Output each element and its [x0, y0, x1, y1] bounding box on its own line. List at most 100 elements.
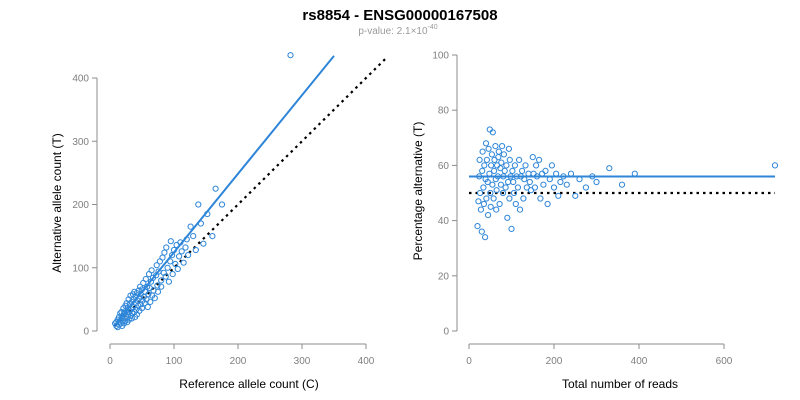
data-point [480, 184, 487, 191]
data-point [162, 273, 169, 280]
data-point [503, 162, 510, 169]
data-point [521, 176, 528, 183]
data-point [165, 278, 172, 285]
data-point [516, 156, 523, 163]
figure-title: rs8854 - ENSG00000167508 [302, 7, 497, 24]
data-point [499, 143, 506, 150]
scatter-panel-percentage: 0 200 400 600 0 20 40 60 80 100 Total number of … [411, 51, 779, 391]
data-point [582, 184, 590, 191]
data-point [481, 162, 488, 169]
data-point [508, 225, 515, 232]
data-point [158, 283, 165, 290]
pvalue-subtitle: p-value: 2.1×10-40 [358, 24, 437, 37]
data-point [180, 259, 187, 266]
data-point [167, 238, 174, 245]
x-axis-label-counts: Reference allele count (C) [179, 377, 318, 391]
data-point [506, 195, 513, 202]
data-point [510, 189, 518, 197]
data-point [511, 162, 519, 169]
data-point [537, 195, 544, 202]
y-tick-label: 100 [72, 263, 89, 274]
x-tick-label: 400 [631, 356, 648, 367]
data-point [542, 167, 549, 174]
data-point [567, 170, 575, 177]
data-point [145, 291, 152, 298]
y-tick-label: 0 [443, 327, 449, 338]
data-point [153, 262, 160, 269]
data-point [477, 189, 484, 197]
data-point [509, 167, 516, 174]
data-point [500, 151, 507, 158]
data-point [512, 200, 519, 208]
data-point [167, 258, 174, 265]
data-point [190, 233, 197, 240]
data-point [497, 181, 504, 188]
data-point [178, 248, 185, 255]
data-point [287, 52, 294, 59]
data-point [159, 254, 166, 261]
data-point [555, 192, 562, 199]
data-point [154, 282, 161, 289]
data-point [489, 181, 496, 188]
data-point [169, 271, 176, 278]
data-point [488, 162, 495, 169]
data-point [495, 154, 502, 161]
y-axis-label-percentage: Percentage alternative (T) [411, 122, 425, 261]
data-point [185, 252, 192, 259]
data-point [486, 170, 493, 177]
y-axis-label-counts: Alternative allele count (T) [50, 133, 64, 272]
data-point [164, 264, 171, 271]
x-tick-label: 0 [107, 356, 113, 367]
data-point [618, 181, 626, 188]
data-point [169, 252, 176, 259]
data-point [502, 184, 509, 191]
data-point [533, 162, 540, 169]
data-point [519, 167, 526, 174]
y-tick-label: 60 [438, 161, 450, 172]
y-tick-label: 80 [438, 106, 450, 117]
data-point [488, 151, 495, 158]
x-tick-label: 0 [466, 356, 472, 367]
y-tick-label: 0 [83, 327, 89, 338]
data-point [484, 178, 491, 186]
pvalue-prefix: p-value: 2.1×10 [358, 26, 428, 37]
data-point [513, 173, 520, 180]
data-point [497, 165, 504, 172]
data-point [485, 145, 492, 152]
data-point [495, 148, 502, 155]
data-point [520, 195, 527, 202]
data-point [479, 148, 486, 155]
data-point [161, 249, 168, 256]
scatter-panel-counts: 0 100 200 300 400 0 100 200 300 400 Reference al… [50, 52, 386, 391]
data-point [475, 198, 482, 205]
data-point [505, 145, 512, 152]
data-point [576, 176, 583, 183]
data-point [176, 253, 183, 260]
data-point [529, 154, 536, 161]
y-tick-label: 40 [438, 216, 450, 227]
data-point [183, 236, 190, 243]
data-point [504, 214, 511, 221]
data-point [489, 129, 496, 136]
x-tick-label: 300 [294, 356, 311, 367]
data-point [631, 170, 638, 177]
data-point [516, 206, 524, 213]
data-point [563, 181, 570, 188]
data-point [485, 212, 492, 219]
data-point [158, 277, 165, 284]
data-point [523, 184, 530, 191]
data-point [476, 156, 483, 163]
data-point [482, 140, 490, 147]
data-point [187, 223, 194, 230]
data-point [593, 178, 600, 186]
y-tick-label: 100 [432, 51, 449, 62]
data-point [482, 234, 489, 241]
data-point [197, 220, 204, 227]
data-point [151, 295, 158, 302]
data-point [148, 267, 155, 274]
y-tick-label: 400 [72, 74, 89, 85]
data-point [553, 170, 560, 177]
data-point [548, 162, 556, 169]
data-point [174, 265, 181, 273]
data-point [479, 167, 486, 174]
